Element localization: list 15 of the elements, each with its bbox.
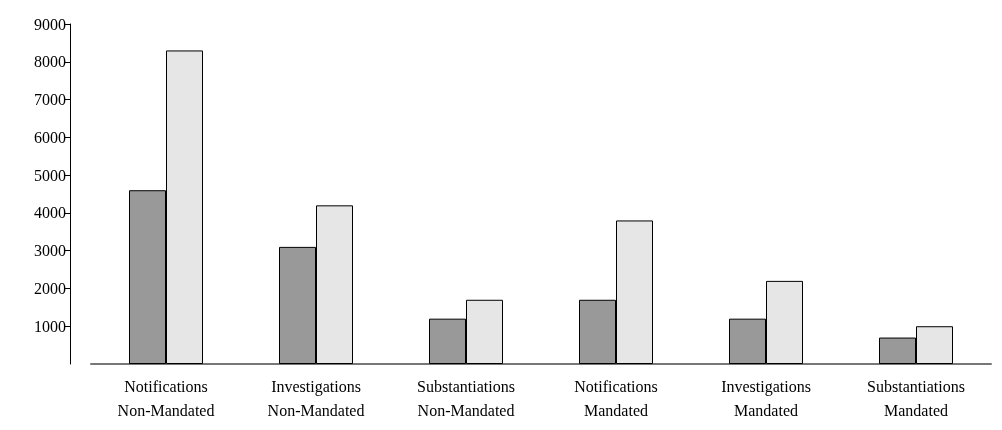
x-tick-label: Investigations Mandated [721, 377, 811, 419]
x-tick-label: Notifications Mandated [574, 377, 658, 419]
y-tick-label: 2000 [34, 279, 66, 297]
y-tick-label: 3000 [34, 242, 66, 260]
x-tick-label: Substantiations Non-Mandated [417, 377, 515, 419]
x-tick-label: Notifications Non-Mandated [117, 377, 215, 419]
y-tick-label: 9000 [34, 15, 66, 33]
x-tick-label: Substantiations Mandated [867, 377, 965, 419]
y-tick-label: 6000 [34, 128, 66, 146]
y-tick-label: 1000 [34, 317, 66, 335]
y-tick-label: 4000 [34, 204, 66, 222]
y-tick-label: 7000 [34, 91, 66, 109]
y-tick-label: 5000 [34, 166, 66, 184]
x-tick-label: Investigations Non-Mandated [267, 377, 365, 419]
y-tick-label: 8000 [34, 53, 66, 71]
